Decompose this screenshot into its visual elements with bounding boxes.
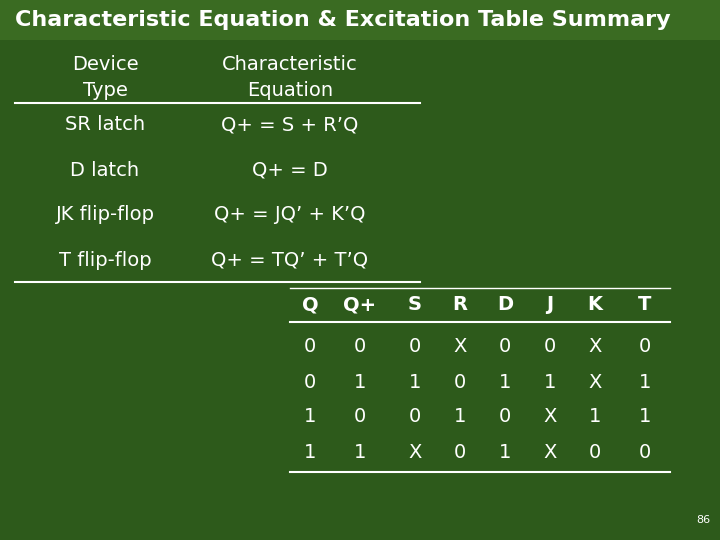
Text: 0: 0 xyxy=(304,338,316,356)
Text: T: T xyxy=(639,295,652,314)
Text: 1: 1 xyxy=(499,373,511,392)
Text: Q+ = JQ’ + K’Q: Q+ = JQ’ + K’Q xyxy=(215,206,366,225)
Text: T flip-flop: T flip-flop xyxy=(59,251,151,269)
Text: Q+ = S + R’Q: Q+ = S + R’Q xyxy=(221,116,359,134)
Text: X: X xyxy=(454,338,467,356)
Text: X: X xyxy=(588,373,602,392)
Text: 0: 0 xyxy=(304,373,316,392)
Text: 86: 86 xyxy=(696,515,710,525)
Text: X: X xyxy=(544,442,557,462)
Text: 1: 1 xyxy=(499,442,511,462)
Text: 0: 0 xyxy=(544,338,556,356)
Text: 0: 0 xyxy=(409,408,421,427)
Text: 1: 1 xyxy=(589,408,601,427)
Text: Characteristic: Characteristic xyxy=(222,56,358,75)
Text: SR latch: SR latch xyxy=(65,116,145,134)
Text: X: X xyxy=(544,408,557,427)
Text: D: D xyxy=(497,295,513,314)
Text: Q: Q xyxy=(302,295,318,314)
Text: 0: 0 xyxy=(589,442,601,462)
Text: 0: 0 xyxy=(354,338,366,356)
Text: Device: Device xyxy=(72,56,138,75)
Text: R: R xyxy=(452,295,467,314)
Text: 0: 0 xyxy=(409,338,421,356)
Text: X: X xyxy=(408,442,422,462)
Text: 1: 1 xyxy=(409,373,421,392)
Text: 1: 1 xyxy=(304,442,316,462)
Text: 0: 0 xyxy=(499,338,511,356)
Text: Q+: Q+ xyxy=(343,295,377,314)
Text: 1: 1 xyxy=(454,408,466,427)
Text: S: S xyxy=(408,295,422,314)
Text: 1: 1 xyxy=(354,442,366,462)
Text: Equation: Equation xyxy=(247,80,333,99)
Text: 0: 0 xyxy=(354,408,366,427)
Text: 0: 0 xyxy=(639,338,651,356)
Text: JK flip-flop: JK flip-flop xyxy=(55,206,155,225)
Text: 0: 0 xyxy=(454,373,466,392)
Text: 0: 0 xyxy=(639,442,651,462)
Text: D latch: D latch xyxy=(71,160,140,179)
Text: X: X xyxy=(588,338,602,356)
Text: 1: 1 xyxy=(354,373,366,392)
Text: 0: 0 xyxy=(454,442,466,462)
Text: 1: 1 xyxy=(544,373,556,392)
Text: 1: 1 xyxy=(304,408,316,427)
Text: 0: 0 xyxy=(499,408,511,427)
FancyBboxPatch shape xyxy=(0,0,720,40)
Text: K: K xyxy=(588,295,603,314)
Text: Q+ = TQ’ + T’Q: Q+ = TQ’ + T’Q xyxy=(212,251,369,269)
Text: 1: 1 xyxy=(639,373,651,392)
Text: Characteristic Equation & Excitation Table Summary: Characteristic Equation & Excitation Tab… xyxy=(15,10,670,30)
Text: Type: Type xyxy=(83,80,127,99)
Text: Q+ = D: Q+ = D xyxy=(252,160,328,179)
Text: J: J xyxy=(546,295,554,314)
Text: 1: 1 xyxy=(639,408,651,427)
